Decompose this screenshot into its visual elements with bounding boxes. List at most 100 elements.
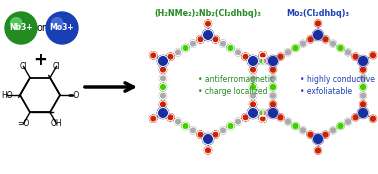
Circle shape [259,115,266,122]
Circle shape [337,122,344,129]
Circle shape [260,52,266,59]
Circle shape [242,53,249,60]
Circle shape [203,133,214,144]
Text: =O: =O [67,90,79,100]
Circle shape [260,57,266,65]
Circle shape [212,36,219,43]
Circle shape [259,115,266,122]
Circle shape [249,66,257,73]
Circle shape [158,56,169,66]
Circle shape [359,84,367,90]
Circle shape [314,20,322,27]
Circle shape [359,101,367,108]
Text: • exfoliatable: • exfoliatable [300,86,352,96]
Text: OH: OH [51,119,62,128]
Circle shape [182,45,189,52]
Circle shape [277,53,284,60]
Circle shape [150,115,157,122]
Circle shape [249,84,257,90]
Circle shape [260,115,266,122]
Circle shape [268,56,279,66]
Circle shape [322,36,329,43]
Circle shape [270,75,276,82]
Circle shape [270,101,276,108]
Circle shape [253,109,260,117]
Circle shape [359,92,367,99]
Circle shape [285,49,291,56]
Text: Mo₂(Cl₂dhbq)₃: Mo₂(Cl₂dhbq)₃ [287,9,350,18]
Circle shape [249,66,257,73]
Circle shape [197,131,204,138]
Circle shape [160,92,166,99]
Text: Nb3+: Nb3+ [9,23,33,33]
Circle shape [189,127,197,134]
Circle shape [248,56,259,66]
Text: +: + [33,51,47,69]
Circle shape [248,56,259,66]
Circle shape [259,52,266,59]
Circle shape [160,75,166,82]
Circle shape [359,66,367,73]
Circle shape [203,30,214,41]
Circle shape [307,131,314,138]
Circle shape [268,108,279,118]
Circle shape [234,118,242,125]
Circle shape [270,84,276,90]
Circle shape [256,109,263,117]
Circle shape [182,45,189,52]
Circle shape [369,52,376,59]
Circle shape [249,84,257,90]
Text: • charge localized: • charge localized [198,86,268,96]
Circle shape [299,127,307,134]
Circle shape [299,40,307,47]
Circle shape [160,75,166,82]
Circle shape [227,45,234,52]
Circle shape [11,18,22,29]
Circle shape [167,53,174,60]
Text: Cl: Cl [53,62,60,71]
Circle shape [260,109,266,117]
Circle shape [204,147,212,154]
Text: (H₂NMe₂)₂Nb₂(Cl₂dhbq)₃: (H₂NMe₂)₂Nb₂(Cl₂dhbq)₃ [155,9,262,18]
Circle shape [150,52,156,59]
Circle shape [5,12,37,44]
Circle shape [158,56,169,66]
Circle shape [263,57,270,65]
Circle shape [248,108,259,118]
Circle shape [242,114,249,121]
Circle shape [220,40,226,47]
Circle shape [285,118,291,125]
Circle shape [160,101,166,108]
Circle shape [234,118,242,125]
Circle shape [249,101,257,108]
Circle shape [242,114,249,121]
Circle shape [46,12,78,44]
Circle shape [292,122,299,129]
Circle shape [182,122,189,129]
Text: Mo3+: Mo3+ [50,23,74,33]
Circle shape [204,20,212,27]
Circle shape [150,52,157,59]
Circle shape [150,115,156,122]
Circle shape [197,131,204,138]
Circle shape [344,49,352,56]
Circle shape [227,45,234,52]
Circle shape [307,36,314,43]
Circle shape [270,66,276,73]
Circle shape [358,56,369,66]
Circle shape [160,101,166,108]
Circle shape [160,66,166,73]
Circle shape [352,53,359,60]
Circle shape [158,108,169,118]
Circle shape [249,92,257,99]
Circle shape [197,36,204,43]
Text: =O: =O [17,119,29,128]
Circle shape [220,40,226,47]
Circle shape [359,75,367,82]
Text: HO: HO [1,90,13,100]
Circle shape [358,108,369,118]
Circle shape [52,18,63,29]
Text: • antiferromagnetic: • antiferromagnetic [198,74,274,84]
Circle shape [220,127,226,134]
Circle shape [189,127,197,134]
